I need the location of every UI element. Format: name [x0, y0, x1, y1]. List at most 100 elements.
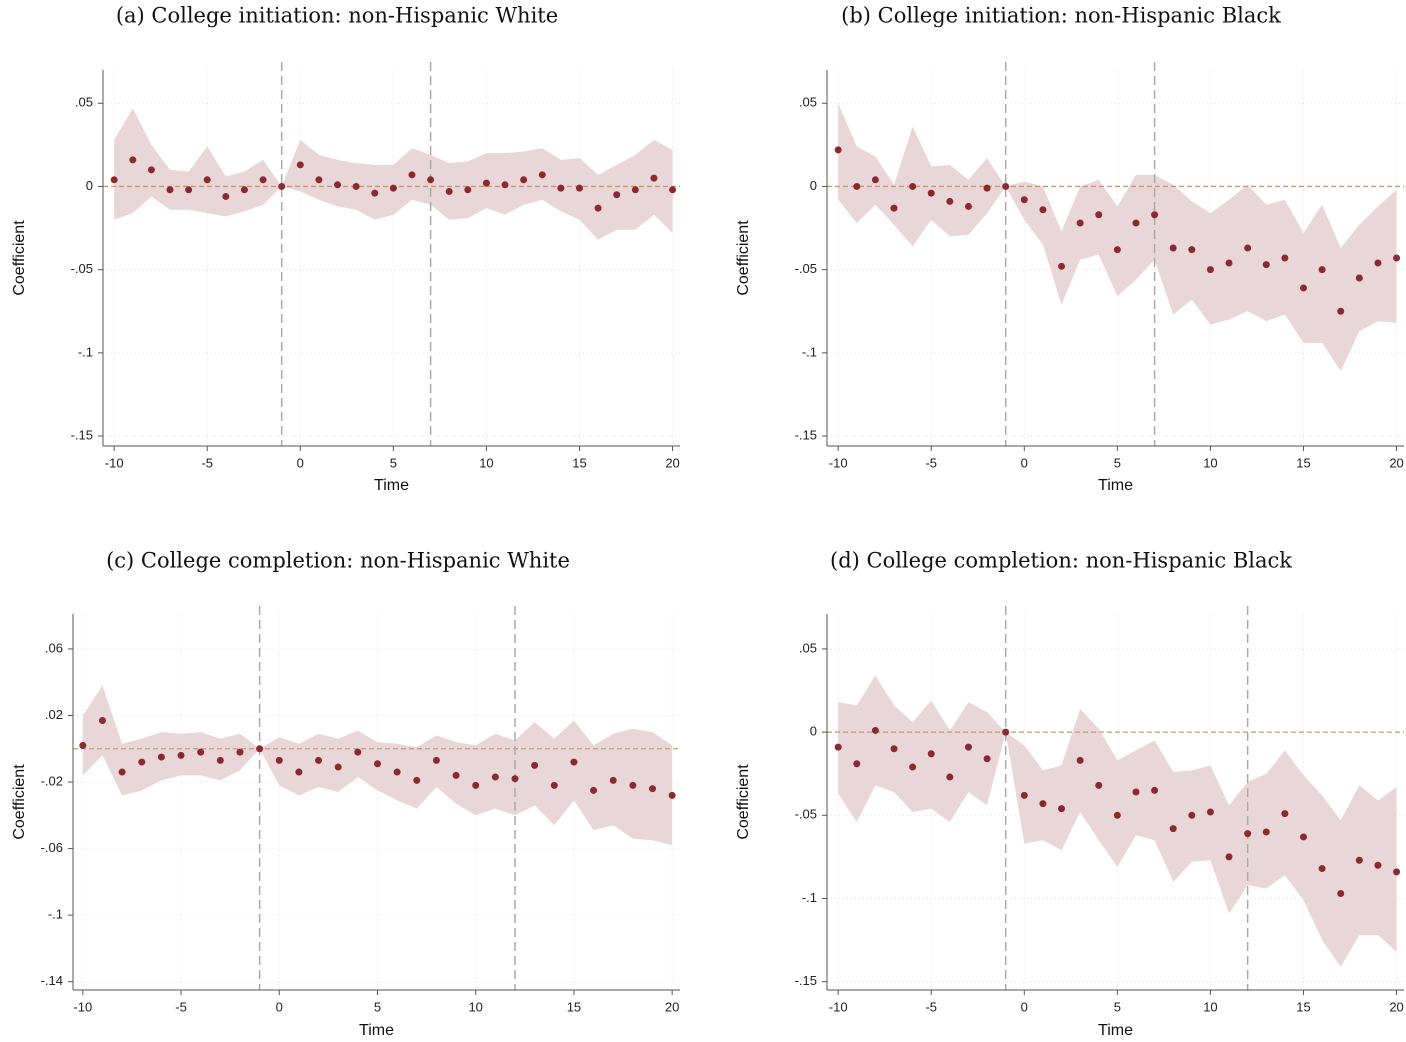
y-tick-label: 0: [810, 724, 817, 739]
point: [1058, 805, 1066, 813]
y-tick-label: .02: [45, 707, 63, 722]
point: [98, 716, 106, 724]
point: [393, 768, 401, 776]
point: [79, 741, 87, 749]
point: [256, 745, 264, 753]
point: [946, 197, 954, 205]
point: [927, 750, 935, 758]
point: [1225, 853, 1233, 861]
point: [909, 763, 917, 771]
point: [177, 751, 185, 759]
point: [1318, 266, 1326, 274]
y-tick-label: -.05: [795, 807, 817, 822]
point: [890, 204, 898, 212]
point: [110, 176, 118, 184]
panel: (b) College initiation: non-Hispanic Bla…: [735, 4, 1404, 494]
point: [1355, 856, 1363, 864]
point: [1039, 206, 1047, 214]
confidence-band: [838, 103, 1397, 372]
point: [1058, 262, 1066, 270]
y-tick-label: .05: [75, 95, 93, 110]
point: [1169, 244, 1177, 252]
x-tick-label: -5: [925, 455, 937, 470]
x-tick-label: -10: [105, 455, 124, 470]
point: [1151, 786, 1159, 794]
point: [853, 760, 861, 768]
x-tick-label: 20: [1389, 999, 1403, 1014]
point: [334, 181, 342, 189]
point: [491, 773, 499, 781]
point: [648, 785, 656, 793]
x-tick-label: 15: [1296, 455, 1310, 470]
y-tick-label: -.15: [71, 427, 93, 442]
point: [1393, 868, 1401, 876]
point: [1281, 254, 1289, 262]
point: [118, 768, 126, 776]
point: [853, 182, 861, 190]
point: [373, 760, 381, 768]
x-tick-label: -5: [201, 455, 213, 470]
point: [216, 756, 224, 764]
y-axis-label: Coefficient: [11, 764, 28, 840]
point: [538, 171, 546, 179]
point: [1113, 246, 1121, 254]
point: [871, 726, 879, 734]
point: [1281, 810, 1289, 818]
point: [871, 176, 879, 184]
point: [964, 202, 972, 210]
point: [613, 191, 621, 199]
y-axis-label: Coefficient: [11, 220, 28, 296]
point: [1076, 756, 1084, 764]
y-tick-label: 0: [810, 178, 817, 193]
x-tick-label: 15: [567, 999, 581, 1014]
point: [197, 748, 205, 756]
x-tick-label: 5: [390, 455, 397, 470]
point: [669, 186, 677, 194]
point: [1151, 211, 1159, 219]
y-tick-label: .05: [799, 95, 817, 110]
point: [1020, 196, 1028, 204]
y-tick-label: -.14: [41, 973, 63, 988]
point: [315, 176, 323, 184]
point: [609, 776, 617, 784]
x-tick-label: 20: [1389, 455, 1403, 470]
point: [983, 755, 991, 763]
y-axis-label: Coefficient: [735, 764, 752, 840]
y-tick-label: .05: [799, 640, 817, 655]
confidence-band: [114, 108, 673, 240]
point: [650, 174, 658, 182]
y-tick-label: -.1: [78, 344, 93, 359]
x-tick-label: 20: [665, 999, 679, 1014]
point: [166, 186, 174, 194]
point: [315, 756, 323, 764]
point: [520, 176, 528, 184]
point: [389, 184, 397, 192]
point: [1318, 865, 1326, 873]
y-tick-label: -.06: [41, 840, 63, 855]
point: [157, 753, 165, 761]
y-tick-label: -.02: [41, 773, 63, 788]
x-tick-label: -10: [829, 999, 848, 1014]
point: [203, 176, 211, 184]
y-tick-label: -.1: [48, 907, 63, 922]
point: [432, 756, 440, 764]
y-tick-label: 0: [86, 178, 93, 193]
point: [129, 156, 137, 164]
point: [472, 781, 480, 789]
x-tick-label: -5: [175, 999, 187, 1014]
point: [531, 761, 539, 769]
x-tick-label: 5: [1114, 455, 1121, 470]
point: [1095, 781, 1103, 789]
x-tick-label: 20: [665, 455, 679, 470]
y-tick-label: -.05: [795, 261, 817, 276]
y-axis-label: Coefficient: [735, 220, 752, 296]
x-axis-label: Time: [1098, 477, 1133, 494]
point: [964, 743, 972, 751]
point: [452, 771, 460, 779]
point: [259, 176, 267, 184]
point: [1374, 259, 1382, 267]
point: [408, 171, 416, 179]
x-tick-label: 0: [1021, 999, 1028, 1014]
point: [557, 184, 565, 192]
